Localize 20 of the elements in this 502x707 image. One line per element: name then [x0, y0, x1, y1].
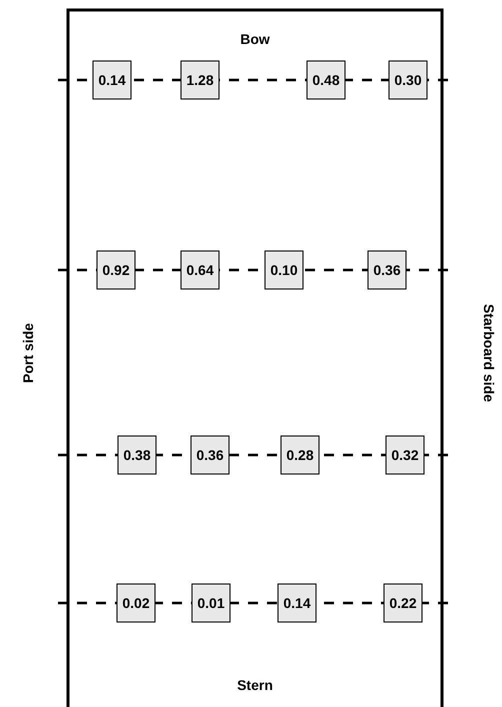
y-axis-title: Port side: [20, 322, 36, 383]
data-label: 0.28: [286, 447, 314, 463]
data-label: 0.01: [197, 595, 225, 611]
data-label: 0.48: [312, 72, 340, 88]
data-label: 0.14: [98, 72, 126, 88]
data-label: 0.64: [186, 262, 214, 278]
text: Bow: [240, 31, 270, 47]
data-label: 0.92: [102, 262, 130, 278]
y2-axis-title: Starboard side: [481, 304, 497, 402]
data-label: 0.22: [389, 595, 417, 611]
x-axis-title: Stern: [237, 677, 273, 693]
data-label: 0.38: [123, 447, 151, 463]
data-label: 0.36: [196, 447, 224, 463]
data-label: 0.14: [283, 595, 311, 611]
data-label: 0.02: [122, 595, 150, 611]
data-label: 1.28: [186, 72, 214, 88]
data-label: 0.30: [394, 72, 422, 88]
data-label: 0.10: [270, 262, 298, 278]
data-label: 0.32: [391, 447, 419, 463]
data-label: 0.36: [373, 262, 401, 278]
